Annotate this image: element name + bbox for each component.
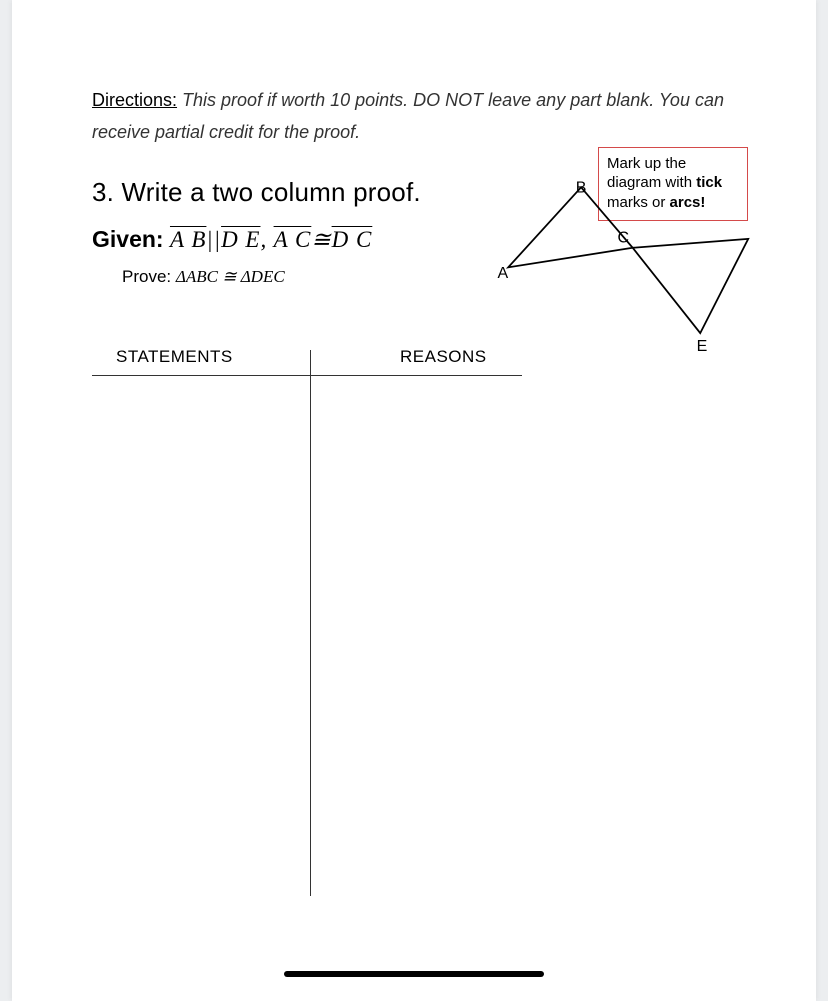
label-c: C (618, 229, 630, 246)
worksheet-page: Directions: This proof if worth 10 point… (12, 0, 816, 1001)
prove-math: ΔABC ≅ ΔDEC (176, 267, 285, 286)
directions-text-2: receive partial credit for the proof. (92, 122, 360, 142)
label-b: B (576, 179, 587, 196)
question-block: Mark up the diagram with tick marks or a… (92, 177, 752, 287)
directions: Directions: This proof if worth 10 point… (92, 84, 752, 149)
label-a: A (498, 265, 509, 282)
prove-label: Prove: (122, 267, 176, 286)
directions-label: Directions: (92, 90, 177, 110)
triangle-diagram: A B C D E (430, 165, 750, 375)
table-divider (310, 350, 311, 896)
table-body[interactable] (92, 375, 522, 895)
col-reasons: REASONS (322, 347, 487, 375)
given-math: A B||D E, A C≅D C (170, 227, 372, 252)
given-label: Given: (92, 226, 170, 252)
triangle-dec (633, 239, 749, 333)
directions-text-1: This proof if worth 10 points. DO NOT le… (177, 90, 724, 110)
proof-table: STATEMENTS REASONS (92, 347, 752, 895)
table-headers: STATEMENTS REASONS (92, 347, 752, 375)
home-indicator (284, 971, 544, 977)
triangle-abc (508, 187, 632, 267)
col-statements: STATEMENTS (92, 347, 322, 375)
